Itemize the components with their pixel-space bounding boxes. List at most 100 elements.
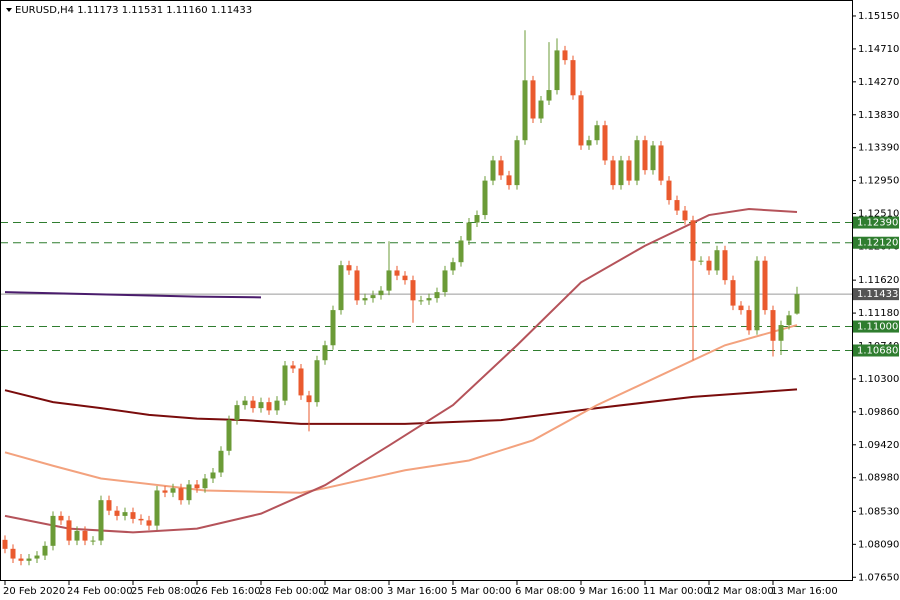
candle-body (186, 484, 192, 501)
candle-body (410, 280, 416, 301)
level-price-label: 1.11000 (857, 322, 898, 333)
candle-body (290, 365, 296, 369)
candle-body (338, 265, 344, 311)
candle-body (10, 548, 16, 559)
candle-body (122, 512, 128, 516)
level-price-box (853, 320, 899, 333)
y-tick-label: 1.08090 (858, 539, 899, 550)
candle-body (202, 478, 208, 489)
x-tick-label: 12 Mar 08:00 (707, 586, 774, 597)
candle-body (666, 180, 672, 201)
candle-body (50, 515, 56, 546)
candle-body (730, 280, 736, 306)
candle-body (346, 265, 352, 271)
candle-body (258, 402, 264, 409)
candle-body (746, 310, 752, 331)
candle-body (266, 402, 272, 411)
candle-body (370, 295, 376, 299)
candle-body (490, 160, 496, 181)
y-tick-label: 1.13830 (858, 110, 899, 121)
candle-body (754, 260, 760, 331)
candle-body (450, 262, 456, 271)
candle-body (234, 405, 240, 421)
candle-body (762, 260, 768, 311)
candle-body (482, 180, 488, 216)
y-tick-label: 1.09420 (858, 440, 899, 451)
candle-body (426, 298, 432, 301)
x-tick-label: 26 Feb 16:00 (195, 586, 261, 597)
candle-body (314, 360, 320, 403)
candle-body (322, 345, 328, 361)
candle-body (514, 140, 520, 186)
candle-body (522, 80, 528, 141)
y-tick-label: 1.08980 (858, 473, 899, 484)
candle-body (586, 140, 592, 146)
moving-average (4, 324, 798, 494)
candle-body (26, 558, 32, 561)
candle-body (194, 484, 200, 489)
y-tick-label: 1.14710 (858, 44, 899, 55)
moving-average (4, 291, 262, 299)
candle-body (618, 160, 624, 186)
level-price-label: 1.10680 (857, 345, 898, 356)
candle-body (530, 80, 536, 119)
y-tick-label: 1.12510 (858, 209, 899, 220)
level-price-box (853, 344, 899, 357)
level-price-box (853, 216, 899, 229)
candle-body (362, 298, 368, 301)
candle-body (274, 400, 280, 411)
candle-body (218, 450, 224, 473)
candle-body (386, 270, 392, 291)
plot-area (0, 30, 852, 566)
y-tick-label: 1.15150 (858, 11, 899, 22)
candle-body (538, 100, 544, 119)
candle-body (34, 555, 40, 559)
menu-arrow[interactable] (6, 8, 12, 12)
candle-body (570, 60, 576, 96)
candle-body (154, 490, 160, 526)
candle-body (418, 300, 424, 302)
candle-body (18, 558, 24, 561)
candle-body (226, 420, 232, 451)
y-tick-label: 1.12950 (858, 176, 899, 187)
last-price-label: 1.11433 (857, 289, 898, 300)
candle-body (66, 520, 72, 541)
candle-body (98, 500, 104, 541)
candle-body (642, 140, 648, 171)
candle-body (306, 395, 312, 403)
candle-body (354, 270, 360, 301)
candle-body (42, 545, 48, 556)
candle-body (682, 210, 688, 221)
x-tick-label: 2 Mar 08:00 (323, 586, 383, 597)
candle-body (466, 222, 472, 241)
y-tick-label: 1.10300 (858, 374, 899, 385)
candle-body (474, 215, 480, 223)
moving-average (4, 208, 798, 534)
candle-body (138, 518, 144, 521)
candle-body (778, 325, 784, 341)
candle-body (506, 175, 512, 186)
candle-body (170, 488, 176, 493)
candle-body (178, 488, 184, 501)
y-tick-label: 1.08530 (858, 506, 899, 517)
plot-frame (0, 0, 853, 581)
x-tick-label: 11 Mar 00:00 (643, 586, 710, 597)
candle-body (794, 294, 800, 314)
candle-body (554, 50, 560, 91)
candle-body (106, 500, 112, 511)
x-tick-label: 13 Mar 16:00 (771, 586, 838, 597)
candle-body (378, 290, 384, 296)
candle-body (722, 250, 728, 281)
candle-body (626, 160, 632, 181)
candle-body (162, 490, 168, 493)
candle-body (786, 315, 792, 326)
candle-body (546, 90, 552, 101)
last-price-box (853, 288, 899, 301)
y-tick-label: 1.11620 (858, 275, 899, 286)
candle-body (58, 515, 64, 521)
candle-body (714, 250, 720, 271)
candle-body (562, 50, 568, 61)
candle-body (82, 530, 88, 541)
candle-body (770, 310, 776, 341)
